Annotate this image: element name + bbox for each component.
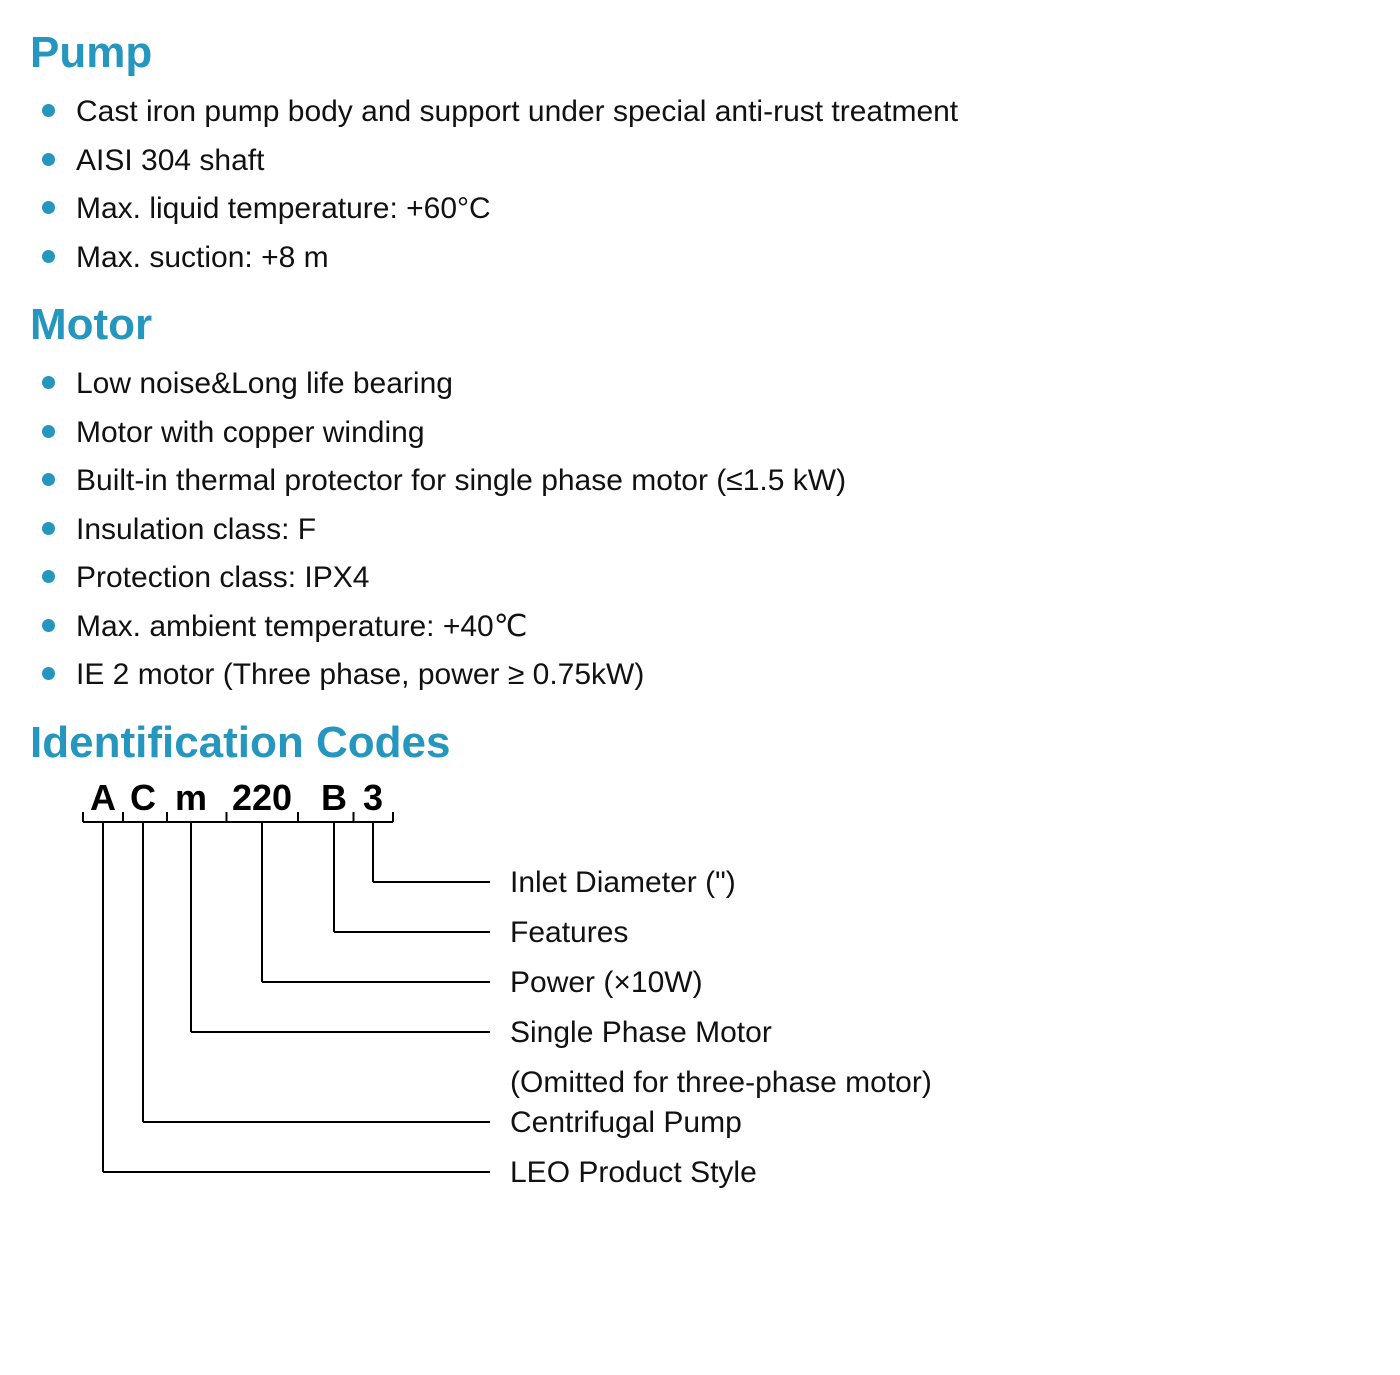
motor-list: Low noise&Long life bearingMotor with co… [30,360,1370,700]
codes-heading: Identification Codes [30,718,1370,768]
code-description: LEO Product Style [510,1156,757,1189]
motor-list-item: Motor with copper winding [30,409,1370,458]
code-part: 220 [232,778,292,818]
pump-list-item: Max. liquid temperature: +60°C [30,185,1370,234]
pump-list-item: Max. suction: +8 m [30,234,1370,283]
code-part: 3 [363,778,383,818]
code-description: Inlet Diameter (") [510,866,736,899]
pump-list-item: Cast iron pump body and support under sp… [30,88,1370,137]
code-description: Single Phase Motor [510,1016,772,1049]
pump-heading: Pump [30,28,1370,78]
motor-list-item: Built-in thermal protector for single ph… [30,457,1370,506]
codes-svg: ACm 220 B3 Inlet Diameter (") Features Power … [30,778,1130,1198]
code-description: Features [510,916,628,949]
code-part: B [321,778,347,818]
identification-codes-diagram: ACm 220 B3 Inlet Diameter (") Features Power … [30,778,1370,1198]
motor-list-item: Insulation class: F [30,506,1370,555]
code-description: Centrifugal Pump [510,1106,742,1139]
pump-list: Cast iron pump body and support under sp… [30,88,1370,282]
motor-heading: Motor [30,300,1370,350]
motor-list-item: Max. ambient temperature: +40℃ [30,603,1370,652]
motor-list-item: Protection class: IPX4 [30,554,1370,603]
code-part: A [90,778,116,818]
code-part: m [175,778,207,818]
pump-list-item: AISI 304 shaft [30,137,1370,186]
code-description: Power (×10W) [510,966,703,999]
code-part: C [130,778,156,818]
code-description-extra: (Omitted for three-phase motor) [510,1066,932,1099]
motor-list-item: IE 2 motor (Three phase, power ≥ 0.75kW) [30,651,1370,700]
motor-list-item: Low noise&Long life bearing [30,360,1370,409]
